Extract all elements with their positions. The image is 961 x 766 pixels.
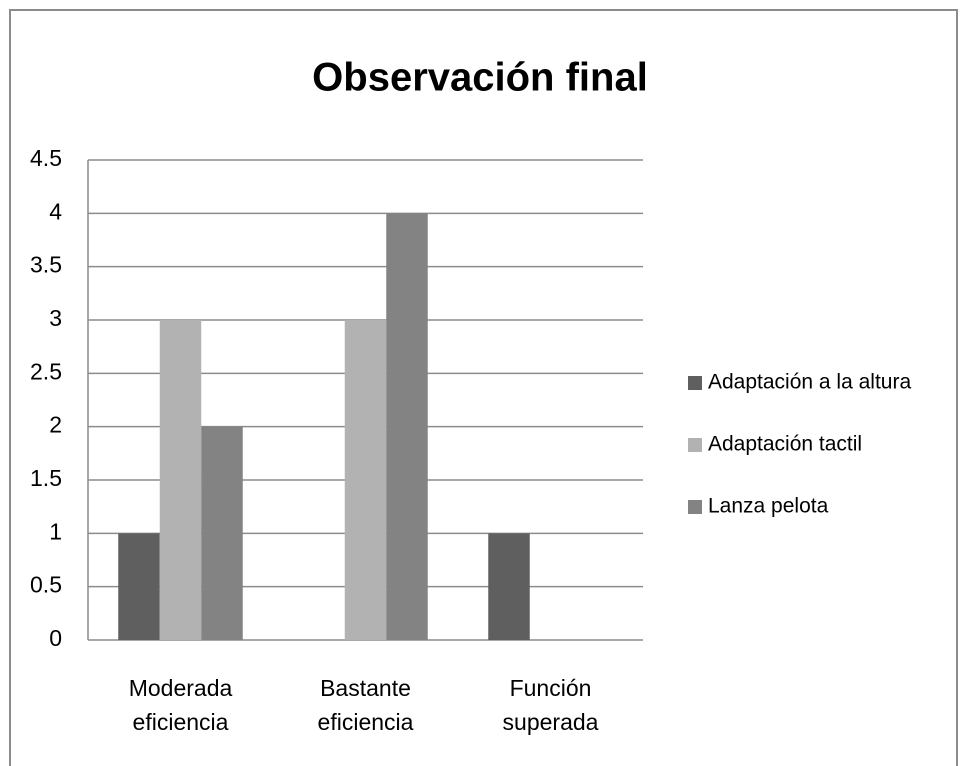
y-tick-label: 2 [49, 412, 62, 438]
y-tick-label: 4 [49, 198, 62, 224]
bar [386, 213, 428, 641]
bar [344, 320, 387, 640]
y-tick-label: 0 [49, 625, 62, 651]
bar [118, 533, 160, 640]
y-tick-label: 2.5 [30, 358, 62, 384]
legend-swatch [688, 438, 702, 452]
y-tick-label: 1 [49, 518, 62, 544]
bar [159, 320, 202, 640]
y-tick-label: 0.5 [30, 572, 62, 598]
x-tick-label: Bastante eficiencia [317, 675, 414, 735]
x-tick-label: Función superada [502, 675, 599, 735]
bar [488, 533, 530, 640]
legend-label: Adaptación tactil [708, 433, 862, 456]
y-tick-label: 3.5 [30, 252, 62, 278]
frame [9, 9, 958, 766]
legend-swatch [688, 376, 702, 390]
legend-swatch [688, 500, 702, 514]
legend-label: Adaptación a la altura [708, 371, 911, 394]
bar [201, 426, 243, 640]
x-tick-label: Moderada eficiencia [128, 675, 233, 735]
legend-label: Lanza pelota [708, 495, 829, 518]
y-tick-label: 1.5 [30, 465, 62, 491]
y-tick-label: 4.5 [30, 145, 62, 171]
y-tick-label: 3 [49, 305, 62, 331]
chart-title: Observación final [312, 56, 648, 100]
